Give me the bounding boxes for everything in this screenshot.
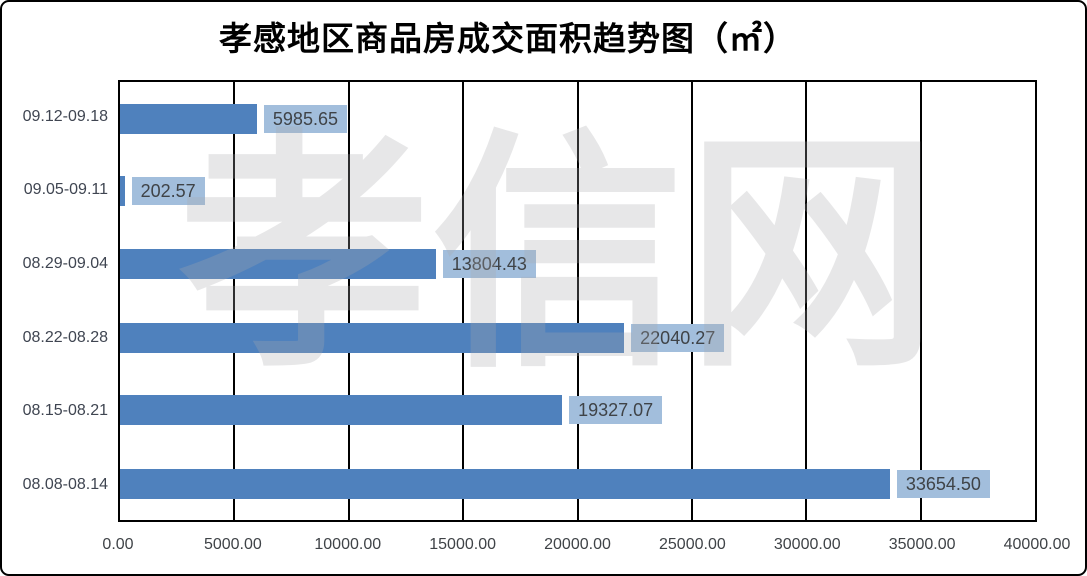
plot-area: 5985.65 202.57 13804.43 22040.27 19327.07 336… — [118, 80, 1037, 522]
gridline — [805, 82, 808, 520]
x-tick-label: 35000.00 — [888, 536, 956, 553]
bar-row: 5985.65 — [120, 82, 1035, 155]
gridline — [919, 82, 922, 520]
x-axis-tick-labels: 0.00 5000.00 10000.00 15000.00 20000.00 25000… — [102, 536, 1070, 560]
x-tick-label: 20000.00 — [544, 536, 611, 553]
bar-row: 202.57 — [120, 155, 1035, 228]
x-tick-label: 5000.00 — [203, 536, 262, 553]
bar — [120, 103, 257, 134]
gridline — [347, 82, 350, 520]
bar — [120, 249, 436, 280]
gridline — [576, 82, 579, 520]
x-tick-label: 30000.00 — [773, 536, 841, 553]
x-tick-label: 10000.00 — [314, 536, 382, 553]
x-tick-label: 25000.00 — [659, 536, 726, 553]
gridline — [462, 82, 465, 520]
x-tick-label: 40000.00 — [1003, 536, 1071, 553]
gridline — [233, 82, 236, 520]
bar-row: 33654.50 — [120, 447, 1035, 520]
value-label: 33654.50 — [896, 469, 990, 498]
value-label: 202.57 — [131, 177, 205, 206]
value-label: 19327.07 — [569, 396, 663, 425]
category-label: 08.22-08.28 — [22, 328, 108, 346]
gridline — [690, 82, 693, 520]
bar — [120, 176, 125, 207]
x-tick-label: 15000.00 — [429, 536, 496, 553]
value-label: 22040.27 — [631, 323, 725, 352]
category-label: 08.29-09.04 — [22, 255, 108, 273]
x-tick-label: 0.00 — [102, 536, 134, 553]
value-label: 13804.43 — [442, 250, 536, 279]
category-label: 09.12-09.18 — [22, 107, 108, 125]
bar-row: 13804.43 — [120, 228, 1035, 301]
chart-title: 孝感地区商品房成交面积趋势图（㎡） — [219, 22, 797, 58]
category-label: 09.05-09.11 — [23, 181, 108, 199]
bar — [120, 468, 890, 499]
bar-row: 19327.07 — [120, 374, 1035, 447]
bar — [120, 395, 563, 426]
category-label: 08.08-08.14 — [22, 476, 108, 494]
value-label: 5985.65 — [263, 104, 347, 133]
category-label: 08.15-08.21 — [22, 402, 108, 420]
bar — [120, 322, 625, 353]
bar-row: 22040.27 — [120, 301, 1035, 374]
y-axis-category-labels: 09.12-09.18 09.05-09.11 08.29-09.04 08.22-0… — [2, 80, 108, 522]
